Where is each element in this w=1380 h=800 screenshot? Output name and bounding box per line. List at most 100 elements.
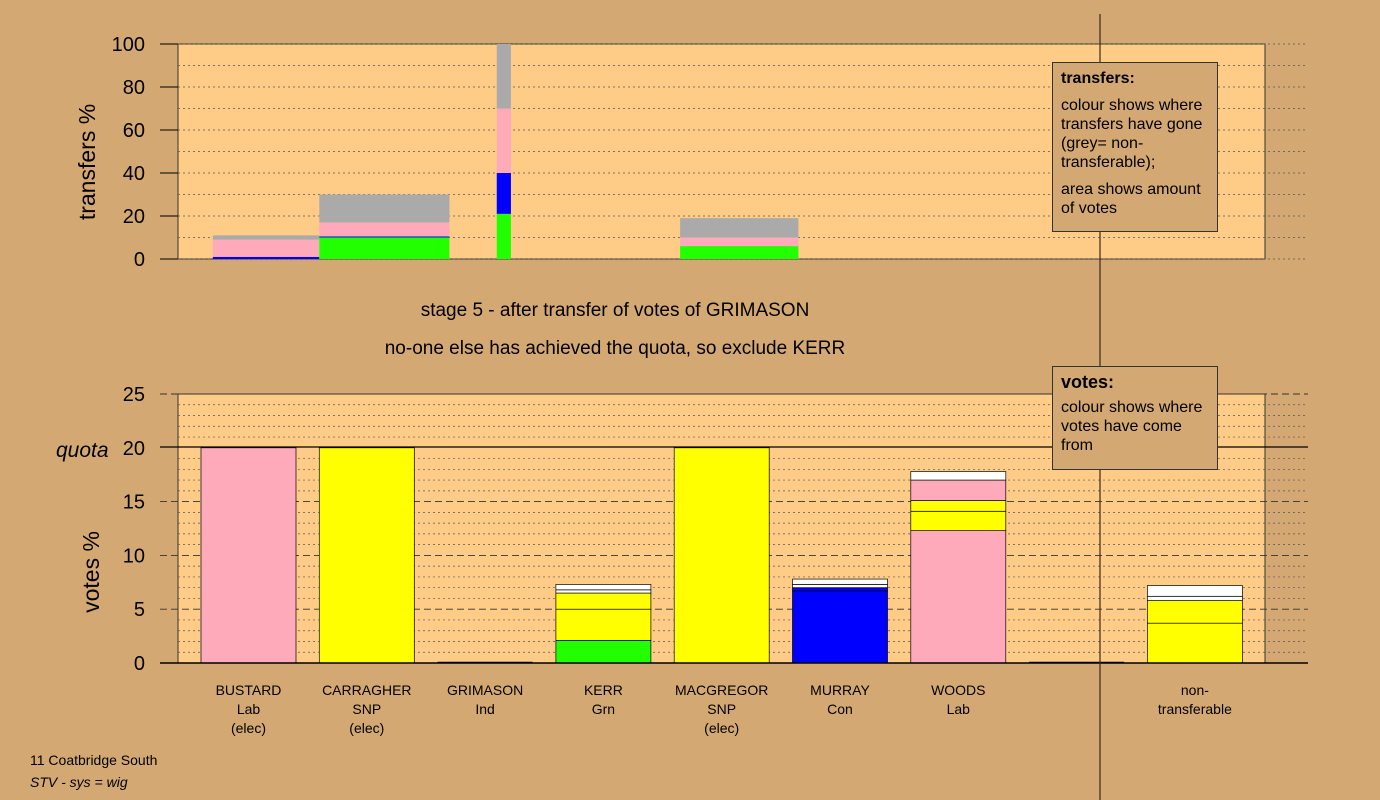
candidate-party: Con: [827, 701, 853, 717]
transfers-legend-box: transfers: colour shows where transfers …: [1052, 62, 1218, 232]
candidate-name: BUSTARD: [215, 682, 282, 698]
candidate-party: transferable: [1157, 701, 1232, 717]
candidate-label: GRIMASON Ind: [425, 681, 545, 738]
votes-tick-label: 15: [123, 492, 145, 514]
votes-tick-label: 20: [123, 438, 145, 460]
vote-segment-snp: [555, 608, 652, 641]
transfer-segment-grn: [496, 213, 511, 259]
transfer-segment-lab: [212, 239, 320, 257]
transfer-segment-lab: [680, 237, 799, 247]
transfers-y-axis-label: transfers %: [74, 104, 100, 220]
constituency-label: 11 Coatbridge South: [30, 752, 158, 768]
vote-segment-other: [1147, 595, 1243, 601]
votes-y-axis-label: votes %: [78, 531, 104, 613]
vote-segment-con: [792, 587, 888, 592]
candidate-label: [1017, 681, 1137, 738]
votes-chart: 0 5 10 15 20 25 quota votes %: [56, 384, 1308, 675]
candidate-status: [898, 719, 1018, 738]
transfer-segment-con: [212, 256, 320, 259]
candidate-label: CARRAGHER SNP (elec): [307, 681, 427, 738]
votes-y-ticks: 0 5 10 15 20 25: [123, 384, 145, 675]
transfer-segment-grn: [319, 237, 450, 259]
transfer-segment-grn: [680, 246, 799, 259]
vote-segment-other: [910, 471, 1007, 481]
candidate-party: Ind: [475, 701, 495, 717]
vote-segment-other: [792, 584, 888, 589]
transfer-segment-lab: [319, 222, 450, 237]
vote-segment-con: [792, 590, 888, 664]
transfer-segment-nontransferable: [680, 218, 799, 238]
candidate-name: CARRAGHER: [322, 682, 412, 698]
vote-segment-grn: [555, 640, 652, 664]
transfers-tick-label: 20: [123, 206, 145, 228]
candidate-label: non-transferable: [1135, 681, 1255, 738]
transfers-legend-text1: colour shows where transfers have gone (…: [1061, 97, 1203, 171]
candidate-name: KERR: [583, 682, 623, 698]
quota-label: quota: [56, 439, 109, 462]
transfers-tick-label: 60: [123, 120, 145, 142]
candidate-status: (elec): [230, 720, 266, 736]
candidate-name: [1017, 681, 1137, 700]
vote-segment-lab: [910, 530, 1007, 664]
candidate-party: SNP: [707, 701, 737, 717]
transfer-segment-nontransferable: [496, 44, 511, 109]
transfers-y-ticks: 0 20 40 60 80 100: [112, 34, 178, 271]
candidate-name: GRIMASON: [446, 682, 524, 698]
transfers-bars: [212, 44, 799, 259]
candidate-status: (elec): [349, 720, 385, 736]
transfers-tick-label: 0: [134, 249, 145, 271]
system-label: STV - sys = wig: [30, 774, 128, 790]
candidate-party: Grn: [591, 701, 616, 717]
votes-legend-title: votes:: [1061, 372, 1115, 392]
transfers-legend-title: transfers:: [1061, 70, 1135, 87]
status-title: no-one else has achieved the quota, so e…: [384, 338, 846, 359]
transfers-tick-label: 40: [123, 163, 145, 185]
vote-segment-snp: [910, 510, 1007, 532]
vote-segment-other: [555, 589, 652, 594]
vote-segment-snp: [910, 500, 1007, 512]
votes-bars: [200, 447, 1243, 664]
stage-title: stage 5 - after transfer of votes of GRI…: [420, 300, 810, 321]
candidate-party: Lab: [236, 701, 261, 717]
candidate-label: MURRAY Con: [780, 681, 900, 738]
candidate-name: MURRAY: [810, 682, 870, 698]
candidate-party: SNP: [352, 701, 382, 717]
vote-segment-snp: [1147, 622, 1243, 664]
vote-segment-other: [1147, 585, 1243, 597]
candidate-party: [1017, 700, 1137, 719]
candidate-label: KERR Grn: [543, 681, 663, 738]
transfer-segment-lab: [496, 108, 511, 173]
candidate-status: [1135, 719, 1255, 738]
transfer-segment-nontransferable: [319, 194, 450, 223]
candidate-name: MACGREGOR: [675, 682, 769, 698]
vote-segment-snp: [1147, 600, 1243, 624]
vote-segment-snp: [673, 447, 770, 664]
votes-legend-text1: colour shows where votes have come from: [1061, 399, 1203, 454]
transfers-tick-label: 80: [123, 77, 145, 99]
candidate-name: WOODS: [931, 682, 986, 698]
votes-tick-label: 5: [134, 599, 145, 621]
candidate-label: BUSTARD Lab (elec): [189, 681, 309, 738]
candidate-status: [543, 719, 663, 738]
vote-segment-snp: [555, 592, 652, 610]
candidate-status: [780, 719, 900, 738]
votes-legend-box: votes: colour shows where votes have com…: [1052, 366, 1218, 470]
transfers-tick-label: 100: [112, 34, 145, 56]
vote-segment-snp: [318, 447, 415, 664]
vote-segment-lab: [910, 479, 1007, 501]
transfer-segment-con: [319, 236, 450, 238]
candidate-name: non-: [1180, 682, 1209, 698]
candidate-label: WOODS Lab: [898, 681, 1018, 738]
transfer-segment-con: [496, 173, 511, 214]
vote-segment-other: [792, 578, 888, 585]
vote-segment-other: [555, 584, 652, 591]
candidate-status: (elec): [704, 720, 740, 736]
votes-tick-label: 10: [123, 545, 145, 567]
transfers-legend-text2: area shows amount of votes: [1061, 181, 1201, 217]
candidate-status: [425, 719, 545, 738]
votes-tick-label: 25: [123, 384, 145, 406]
votes-tick-label: 0: [134, 653, 145, 675]
candidate-party: Lab: [946, 701, 970, 717]
vote-segment-lab: [200, 447, 297, 664]
candidate-label: MACGREGOR SNP (elec): [662, 681, 782, 738]
